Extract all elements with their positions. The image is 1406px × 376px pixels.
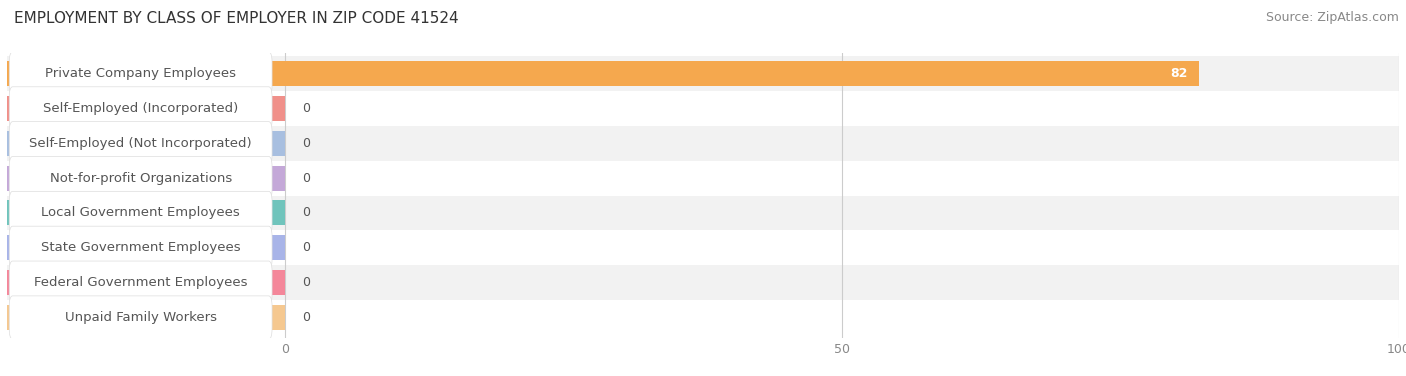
- Bar: [7, 56, 1399, 91]
- Bar: [7, 61, 1198, 86]
- Bar: [7, 230, 1399, 265]
- FancyBboxPatch shape: [10, 191, 271, 235]
- FancyBboxPatch shape: [10, 296, 271, 339]
- Text: 0: 0: [302, 137, 311, 150]
- Text: Private Company Employees: Private Company Employees: [45, 67, 236, 80]
- Text: Unpaid Family Workers: Unpaid Family Workers: [65, 311, 217, 324]
- Bar: [7, 126, 1399, 161]
- Text: Federal Government Employees: Federal Government Employees: [34, 276, 247, 289]
- Bar: [7, 265, 1399, 300]
- Text: Source: ZipAtlas.com: Source: ZipAtlas.com: [1265, 11, 1399, 24]
- Bar: [7, 165, 285, 191]
- Bar: [7, 91, 1399, 126]
- FancyBboxPatch shape: [10, 122, 271, 165]
- FancyBboxPatch shape: [10, 87, 271, 130]
- FancyBboxPatch shape: [10, 226, 271, 269]
- Text: Self-Employed (Incorporated): Self-Employed (Incorporated): [44, 102, 238, 115]
- Text: EMPLOYMENT BY CLASS OF EMPLOYER IN ZIP CODE 41524: EMPLOYMENT BY CLASS OF EMPLOYER IN ZIP C…: [14, 11, 458, 26]
- Text: 0: 0: [302, 241, 311, 254]
- Text: Self-Employed (Not Incorporated): Self-Employed (Not Incorporated): [30, 137, 252, 150]
- Text: Local Government Employees: Local Government Employees: [41, 206, 240, 220]
- Bar: [7, 270, 285, 295]
- FancyBboxPatch shape: [10, 261, 271, 304]
- Text: 0: 0: [302, 311, 311, 324]
- Bar: [7, 161, 1399, 196]
- Bar: [7, 131, 285, 156]
- Text: 0: 0: [302, 171, 311, 185]
- Text: 0: 0: [302, 206, 311, 220]
- FancyBboxPatch shape: [10, 52, 271, 95]
- Text: Not-for-profit Organizations: Not-for-profit Organizations: [49, 171, 232, 185]
- Bar: [7, 235, 285, 260]
- Bar: [7, 196, 1399, 230]
- Bar: [7, 305, 285, 330]
- Bar: [7, 96, 285, 121]
- Text: 0: 0: [302, 276, 311, 289]
- Text: State Government Employees: State Government Employees: [41, 241, 240, 254]
- Text: 0: 0: [302, 102, 311, 115]
- Bar: [7, 200, 285, 226]
- Bar: [7, 300, 1399, 335]
- FancyBboxPatch shape: [10, 156, 271, 200]
- Text: 82: 82: [1170, 67, 1188, 80]
